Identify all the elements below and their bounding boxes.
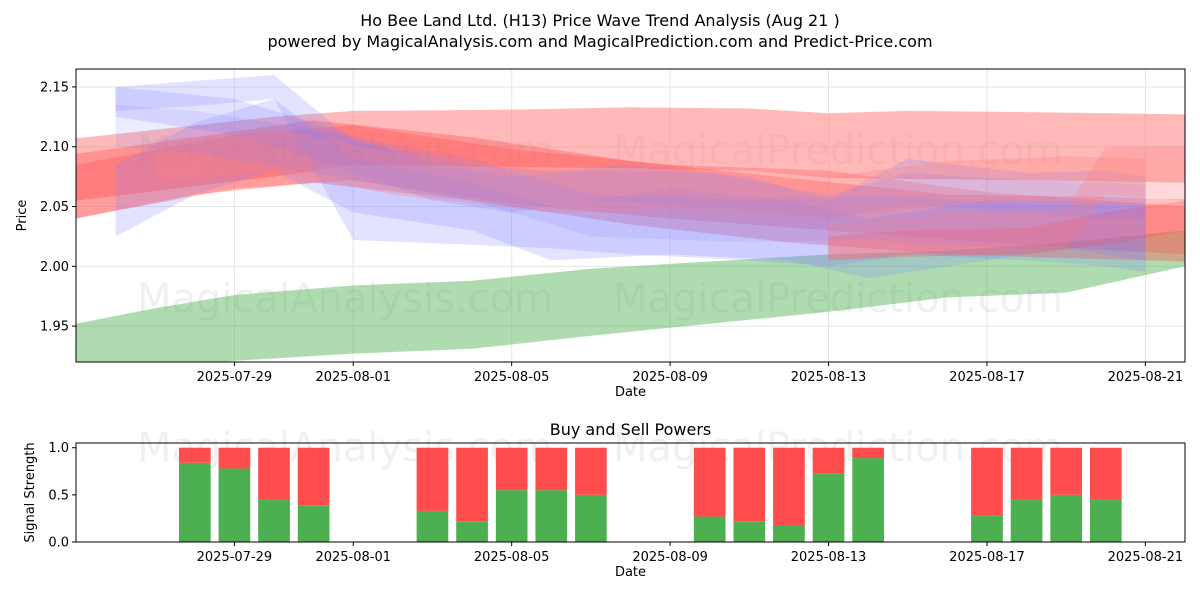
sell-bar bbox=[733, 447, 766, 522]
buy-bar bbox=[852, 458, 884, 542]
buy-bar bbox=[258, 499, 290, 542]
x-tick-label: 2025-08-21 bbox=[1108, 550, 1184, 565]
buy-bar bbox=[416, 510, 449, 542]
x-tick-label: 2025-08-17 bbox=[949, 550, 1025, 565]
sell-bar bbox=[456, 447, 488, 522]
y-tick-label: 1.0 bbox=[48, 441, 69, 456]
y-axis-label: Signal Strength bbox=[23, 442, 38, 542]
sell-bar bbox=[495, 447, 528, 491]
y-tick-label: 0.5 bbox=[48, 488, 69, 503]
sell-bar bbox=[971, 447, 1003, 516]
price-band bbox=[76, 107, 1185, 201]
y-axis-label: Price bbox=[15, 200, 30, 232]
price-band bbox=[828, 200, 1185, 261]
x-tick-label: 2025-07-29 bbox=[197, 370, 273, 385]
buy-bar bbox=[495, 490, 528, 542]
buy-bar bbox=[733, 521, 766, 542]
plot-area bbox=[178, 447, 1122, 542]
x-axis-label: Date bbox=[615, 385, 646, 400]
sell-bar bbox=[1010, 447, 1043, 500]
y-tick-label: 0.0 bbox=[48, 536, 69, 551]
y-tick-label: 2.00 bbox=[40, 260, 69, 275]
x-tick-label: 2025-08-17 bbox=[949, 370, 1025, 385]
sell-bar bbox=[178, 447, 211, 463]
price-band bbox=[115, 98, 1146, 279]
sell-bar bbox=[575, 447, 607, 495]
sell-bar bbox=[812, 447, 845, 474]
buy-bar bbox=[773, 525, 805, 542]
buy-bar bbox=[1050, 494, 1083, 542]
axes-frame bbox=[75, 68, 1186, 363]
sell-bar bbox=[297, 447, 330, 506]
signal-panel: MagicalAnalysis.comMagicalPrediction.com… bbox=[23, 420, 1186, 580]
sell-bar bbox=[852, 447, 884, 459]
sell-bar bbox=[1089, 447, 1122, 500]
price-band bbox=[115, 75, 1146, 273]
chart-subtitle: powered by MagicalAnalysis.com and Magic… bbox=[267, 32, 932, 51]
x-tick-label: 2025-08-05 bbox=[474, 370, 550, 385]
x-tick-label: 2025-08-05 bbox=[474, 550, 550, 565]
price-panel: MagicalAnalysis.com MagicalPrediction.com… bbox=[15, 68, 1186, 400]
buy-bar bbox=[971, 515, 1003, 542]
sell-bar bbox=[416, 447, 449, 511]
y-tick-label: 1.95 bbox=[40, 320, 69, 335]
buy-bar bbox=[1010, 499, 1043, 542]
buy-bar bbox=[693, 516, 726, 542]
price-band bbox=[115, 86, 1146, 219]
panel-title: Buy and Sell Powers bbox=[550, 420, 712, 439]
watermark-text: MagicalPrediction.com bbox=[613, 276, 1063, 322]
price-band bbox=[155, 128, 1146, 219]
sell-bar bbox=[1050, 447, 1083, 495]
x-tick-label: 2025-08-01 bbox=[315, 550, 391, 565]
price-band bbox=[76, 120, 1185, 262]
x-tick-label: 2025-08-01 bbox=[315, 370, 391, 385]
y-tick-label: 2.15 bbox=[40, 80, 69, 95]
sell-bar bbox=[218, 447, 251, 469]
y-tick-label: 2.05 bbox=[40, 200, 69, 215]
x-tick-label: 2025-08-09 bbox=[632, 550, 708, 565]
buy-bar bbox=[456, 521, 488, 542]
price-band bbox=[828, 146, 1185, 261]
x-tick-label: 2025-07-29 bbox=[197, 550, 273, 565]
plot-area bbox=[76, 75, 1185, 362]
watermark-text: MagicalAnalysis.com bbox=[137, 276, 553, 322]
x-axis-label: Date bbox=[615, 565, 646, 580]
buy-bar bbox=[575, 494, 607, 542]
x-tick-label: 2025-08-21 bbox=[1108, 370, 1184, 385]
buy-bar bbox=[218, 468, 251, 542]
x-tick-label: 2025-08-09 bbox=[632, 370, 708, 385]
sell-bar bbox=[773, 447, 805, 526]
x-tick-label: 2025-08-13 bbox=[791, 550, 867, 565]
price-band bbox=[76, 230, 1185, 362]
axes-frame bbox=[75, 442, 1186, 543]
x-tick-label: 2025-08-13 bbox=[791, 370, 867, 385]
price-band bbox=[76, 125, 1185, 255]
buy-bar bbox=[178, 462, 211, 542]
buy-bar bbox=[297, 505, 330, 542]
sell-bar bbox=[535, 447, 568, 491]
sell-bar bbox=[693, 447, 726, 517]
buy-bar bbox=[812, 473, 845, 542]
price-band bbox=[115, 104, 1146, 253]
buy-bar bbox=[1089, 499, 1122, 542]
y-tick-label: 2.10 bbox=[40, 140, 69, 155]
buy-bar bbox=[535, 490, 568, 542]
sell-bar bbox=[258, 447, 290, 500]
chart-title: Ho Bee Land Ltd. (H13) Price Wave Trend … bbox=[360, 11, 840, 30]
